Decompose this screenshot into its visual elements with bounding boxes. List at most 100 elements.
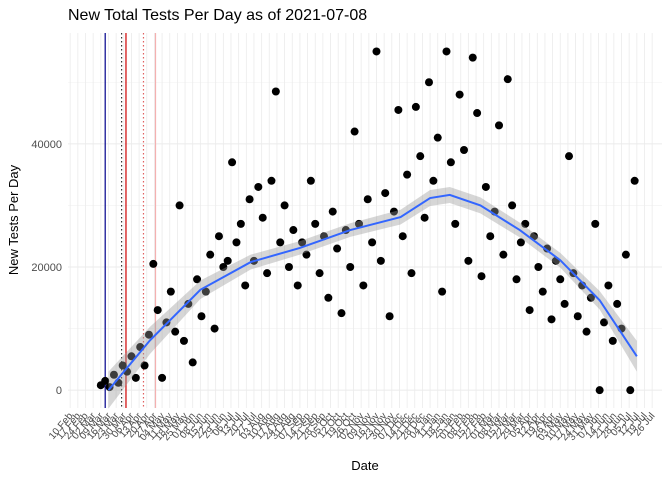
point (565, 152, 574, 161)
point (175, 201, 184, 210)
point (538, 287, 547, 296)
point (346, 262, 355, 271)
point (499, 250, 508, 259)
point (298, 238, 307, 247)
point (118, 361, 127, 370)
point (324, 293, 333, 302)
point (354, 219, 363, 228)
point (403, 170, 412, 179)
point (586, 293, 595, 302)
point (376, 256, 385, 265)
point (595, 386, 604, 395)
point (293, 281, 302, 290)
x-axis-label: Date (351, 458, 378, 473)
point (613, 299, 622, 308)
point (254, 182, 263, 191)
point (630, 176, 639, 185)
point (600, 318, 609, 327)
point (171, 327, 180, 336)
point (429, 176, 438, 185)
point (197, 312, 206, 321)
point (271, 87, 280, 96)
point (219, 262, 228, 271)
point (534, 262, 543, 271)
confidence-band (108, 186, 637, 409)
point (460, 145, 468, 154)
point (359, 281, 368, 290)
point (184, 299, 193, 308)
point (232, 238, 241, 247)
point (438, 287, 447, 296)
point (389, 207, 398, 216)
point (311, 219, 320, 228)
point (411, 102, 420, 111)
point (521, 219, 530, 228)
point (302, 250, 311, 259)
point (446, 158, 455, 167)
point (424, 78, 433, 87)
point (328, 207, 337, 216)
point (267, 176, 276, 185)
point (228, 158, 237, 167)
point (368, 238, 377, 247)
point (236, 219, 245, 228)
point (464, 256, 473, 265)
y-axis-label: New Tests Per Day (6, 164, 21, 275)
point (516, 238, 525, 247)
point (398, 232, 407, 241)
y-tick-label: 20000 (31, 262, 62, 274)
point (573, 312, 582, 321)
point (101, 376, 110, 385)
point (547, 315, 556, 324)
chart-title: New Total Tests Per Day as of 2021-07-08 (68, 7, 367, 24)
point (582, 327, 591, 336)
point (604, 281, 613, 290)
point (258, 213, 267, 222)
point (442, 47, 451, 56)
point (543, 244, 552, 253)
point (245, 195, 254, 204)
point (153, 306, 162, 315)
point (608, 336, 617, 345)
point (333, 244, 342, 253)
point (468, 53, 477, 62)
point (315, 269, 324, 278)
point (166, 287, 175, 296)
point (416, 152, 425, 161)
point (512, 275, 521, 284)
point (206, 250, 215, 259)
smooth-line (107, 193, 638, 391)
point (455, 90, 464, 99)
point (193, 275, 202, 284)
point (508, 201, 517, 210)
point (451, 219, 460, 228)
point (525, 306, 534, 315)
point (140, 361, 149, 370)
point (179, 336, 188, 345)
point (556, 275, 565, 284)
point (188, 358, 197, 367)
point (214, 232, 223, 241)
point (144, 330, 153, 339)
point (241, 281, 250, 290)
point (306, 176, 315, 185)
y-tick-label: 0 (56, 385, 62, 397)
point (381, 189, 390, 198)
point (591, 219, 600, 228)
point (158, 373, 167, 382)
point (626, 386, 635, 395)
point (210, 324, 219, 333)
point (621, 250, 630, 259)
point (420, 213, 429, 222)
point (127, 352, 136, 361)
point (385, 312, 394, 321)
point (495, 121, 504, 130)
point (223, 256, 232, 265)
point (433, 133, 442, 142)
point (503, 75, 512, 84)
point (363, 195, 372, 204)
point (337, 309, 346, 318)
point (131, 373, 140, 382)
point (372, 47, 381, 56)
